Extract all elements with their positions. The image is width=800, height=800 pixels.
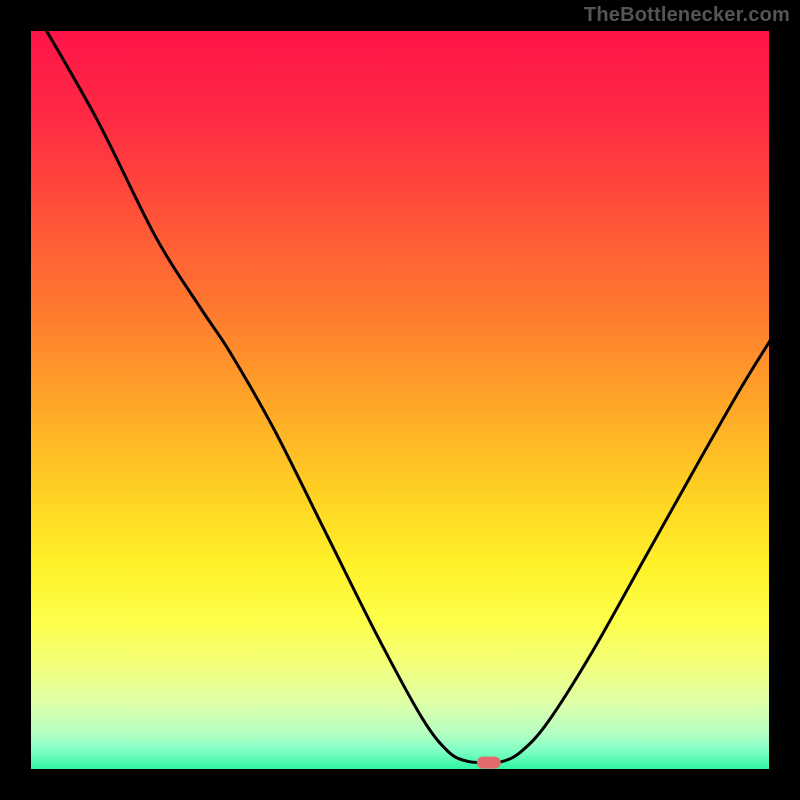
chart-svg bbox=[0, 0, 800, 800]
optimal-marker bbox=[477, 757, 501, 769]
figure-stage: TheBottlenecker.com bbox=[0, 0, 800, 800]
plot-background bbox=[30, 30, 770, 770]
watermark: TheBottlenecker.com bbox=[584, 4, 790, 27]
